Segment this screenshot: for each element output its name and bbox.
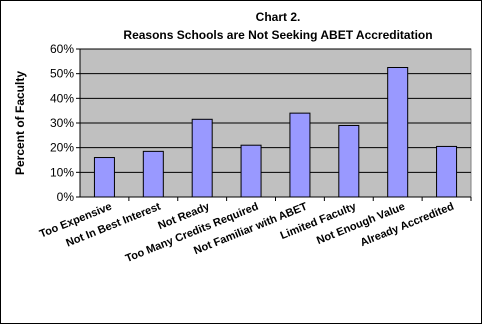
y-tick-label: 50% [50, 67, 74, 81]
chart-subtitle: Reasons Schools are Not Seeking ABET Acc… [123, 28, 432, 42]
y-tick-label: 20% [50, 141, 74, 155]
chart-title: Chart 2. [256, 10, 301, 24]
bar [289, 112, 311, 198]
bar [436, 145, 458, 198]
bar [240, 144, 262, 198]
bar [191, 118, 213, 198]
y-tick-label: 10% [50, 165, 74, 179]
y-tick-label: 60% [50, 42, 74, 56]
y-tick-label: 30% [50, 116, 74, 130]
y-tick-label: 40% [50, 91, 74, 105]
bar [142, 150, 164, 198]
bar [387, 67, 409, 198]
bar [93, 157, 115, 198]
y-axis-label: Percent of Faculty [13, 71, 27, 175]
bar [338, 124, 360, 198]
y-tick-label: 0% [57, 190, 75, 204]
